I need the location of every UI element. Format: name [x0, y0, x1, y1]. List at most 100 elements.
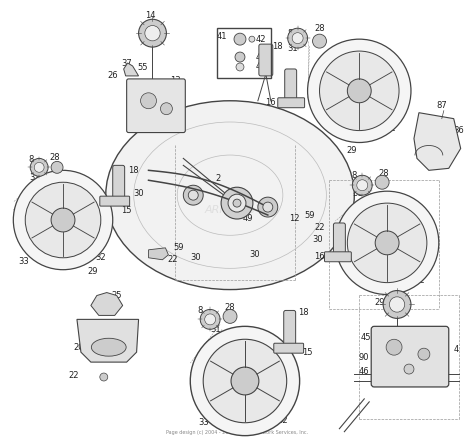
Ellipse shape	[106, 101, 354, 290]
Circle shape	[51, 208, 75, 232]
Text: 34: 34	[326, 121, 337, 130]
Circle shape	[233, 199, 241, 207]
Text: 14: 14	[145, 11, 156, 20]
FancyBboxPatch shape	[274, 343, 304, 353]
Text: 29: 29	[374, 298, 384, 307]
Text: 33: 33	[413, 223, 424, 233]
Text: 90: 90	[359, 353, 370, 361]
Text: 27: 27	[63, 260, 73, 269]
Text: 46: 46	[359, 366, 370, 376]
Text: 30: 30	[250, 250, 260, 259]
Text: 28: 28	[314, 24, 325, 33]
FancyBboxPatch shape	[278, 98, 305, 108]
FancyBboxPatch shape	[333, 223, 346, 255]
FancyBboxPatch shape	[100, 196, 129, 206]
Circle shape	[231, 367, 259, 395]
Text: 27: 27	[377, 280, 387, 289]
Circle shape	[161, 103, 173, 115]
Circle shape	[190, 326, 300, 435]
Text: 87: 87	[437, 101, 447, 110]
Circle shape	[404, 364, 414, 374]
Circle shape	[236, 63, 244, 71]
Text: 22: 22	[314, 223, 325, 233]
FancyBboxPatch shape	[325, 252, 351, 262]
Text: 20: 20	[73, 343, 84, 352]
Circle shape	[183, 185, 203, 205]
Circle shape	[25, 182, 101, 258]
Circle shape	[141, 93, 156, 109]
Text: 44: 44	[255, 62, 266, 71]
Text: 22: 22	[69, 370, 79, 380]
FancyBboxPatch shape	[285, 69, 297, 101]
Circle shape	[258, 197, 278, 217]
Text: 55: 55	[137, 63, 148, 73]
Circle shape	[30, 159, 48, 176]
Text: 22: 22	[167, 255, 178, 264]
Text: 33: 33	[18, 257, 28, 266]
Circle shape	[51, 161, 63, 173]
Text: Copyright
Page design (c) 2004 - 2016 by ARI Network Services, Inc.: Copyright Page design (c) 2004 - 2016 by…	[166, 424, 308, 435]
Circle shape	[235, 52, 245, 62]
Text: ARI Parts™: ARI Parts™	[204, 205, 266, 215]
Circle shape	[221, 187, 253, 219]
FancyBboxPatch shape	[371, 326, 449, 387]
Text: 18: 18	[273, 42, 283, 51]
Circle shape	[263, 202, 273, 212]
Ellipse shape	[91, 338, 126, 356]
Text: 32: 32	[95, 253, 106, 262]
Text: 16: 16	[265, 98, 276, 107]
Circle shape	[347, 79, 371, 103]
Text: 37: 37	[121, 58, 132, 67]
Text: 15: 15	[302, 348, 313, 357]
Text: 29: 29	[346, 146, 356, 155]
Text: 41: 41	[217, 31, 228, 41]
Circle shape	[375, 231, 399, 255]
Text: 45: 45	[361, 333, 372, 342]
Text: 30: 30	[133, 189, 144, 198]
Text: 8: 8	[28, 155, 34, 164]
Circle shape	[200, 310, 220, 329]
Circle shape	[312, 34, 327, 48]
Polygon shape	[124, 63, 138, 76]
Circle shape	[357, 180, 368, 190]
Text: 86: 86	[453, 126, 464, 135]
Text: 29: 29	[88, 267, 98, 276]
Circle shape	[375, 175, 389, 189]
Text: 8: 8	[198, 306, 203, 315]
Text: 33: 33	[386, 71, 396, 81]
Circle shape	[249, 36, 255, 42]
Circle shape	[319, 51, 399, 131]
Circle shape	[34, 163, 44, 172]
Polygon shape	[77, 319, 138, 362]
Polygon shape	[91, 292, 123, 315]
Text: 8: 8	[287, 29, 292, 38]
Text: 15: 15	[121, 206, 132, 214]
Circle shape	[418, 348, 430, 360]
Text: 49: 49	[243, 214, 253, 222]
Text: 2: 2	[216, 174, 221, 183]
Text: 31: 31	[210, 325, 220, 334]
Text: 18: 18	[348, 222, 359, 231]
Text: 27: 27	[349, 128, 360, 137]
Text: 32: 32	[277, 416, 288, 425]
Text: 31: 31	[287, 43, 298, 53]
Text: 12: 12	[290, 214, 300, 222]
FancyBboxPatch shape	[259, 44, 273, 76]
Text: 42: 42	[255, 35, 266, 44]
Circle shape	[383, 291, 411, 319]
Text: 28: 28	[379, 169, 390, 178]
Text: 34: 34	[80, 250, 90, 259]
Text: 33: 33	[198, 418, 209, 427]
Circle shape	[308, 39, 411, 143]
Text: 27: 27	[235, 424, 245, 433]
Circle shape	[223, 310, 237, 323]
Text: 26: 26	[108, 71, 118, 81]
Text: 32: 32	[415, 276, 425, 285]
Text: 13: 13	[170, 76, 181, 85]
Text: 30: 30	[312, 235, 323, 245]
Circle shape	[228, 194, 246, 212]
Text: 18: 18	[128, 166, 139, 175]
Circle shape	[386, 339, 402, 355]
Polygon shape	[414, 113, 461, 170]
Text: 18: 18	[298, 308, 309, 317]
